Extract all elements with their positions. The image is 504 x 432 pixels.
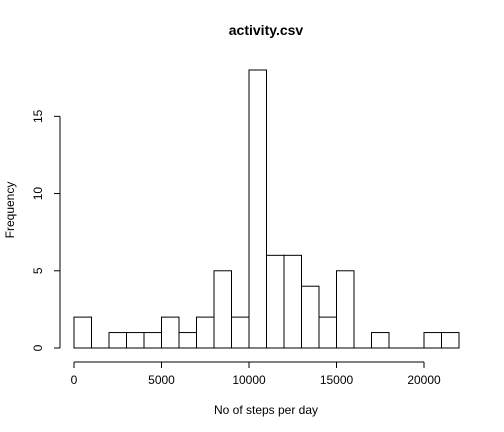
y-axis: 0 5 10 15 [31,109,61,351]
bars-group [73,69,460,349]
x-tick-label-0: 0 [71,373,78,387]
bar-21000-22000 [441,332,460,349]
y-axis-label: Frequency [3,182,17,239]
bar-7000-8000 [196,316,215,349]
x-axis-label: No of steps per day [214,403,318,417]
bar-6000-7000 [178,332,197,349]
x-tick-label-20000: 20000 [407,373,441,387]
bar-17000-18000 [371,332,390,349]
x-tick-label-5000: 5000 [148,373,175,387]
bar-0-1000 [73,316,92,349]
y-tick-label-15: 15 [31,109,45,123]
bar-3000-4000 [126,332,145,349]
bar-9000-10000 [231,316,250,349]
x-axis: 0 5000 10000 15000 20000 [71,361,441,387]
chart-title: activity.csv [229,22,304,38]
x-tick-label-15000: 15000 [320,373,354,387]
bar-20000-21000 [423,332,442,349]
bar-4000-5000 [143,332,162,349]
bar-11000-12000 [266,254,285,349]
bar-15000-16000 [336,270,355,349]
bar-8000-9000 [213,270,232,349]
bar-5000-6000 [161,316,180,349]
bar-12000-13000 [283,254,302,349]
bar-10000-11000 [248,69,267,349]
y-tick-label-10: 10 [31,187,45,201]
y-tick-label-5: 5 [31,267,45,274]
bar-2000-3000 [108,332,127,349]
bar-13000-14000 [301,285,320,349]
y-tick-label-0: 0 [31,344,45,351]
x-tick-label-10000: 10000 [232,373,266,387]
bar-14000-15000 [318,316,337,349]
